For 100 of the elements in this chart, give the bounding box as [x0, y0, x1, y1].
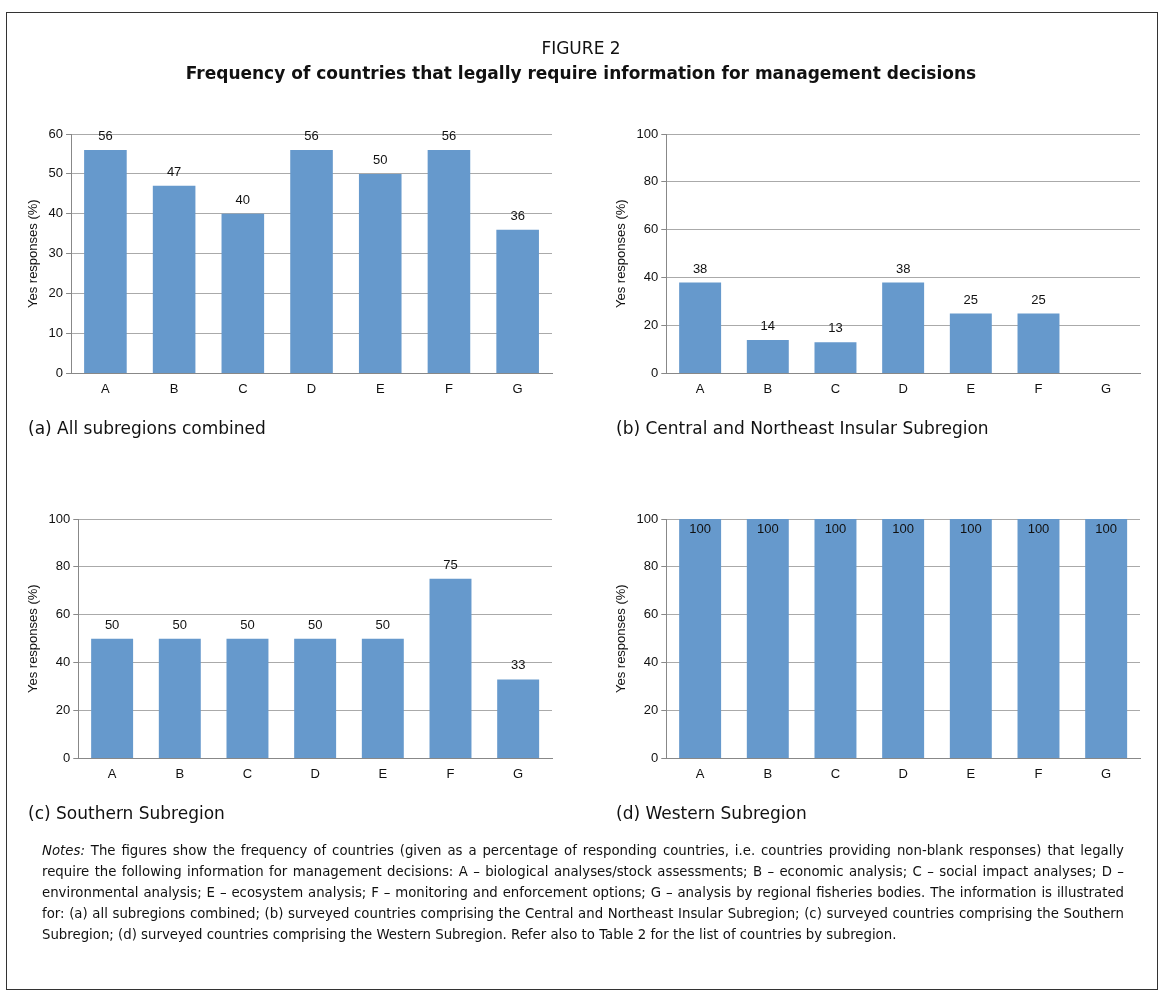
- y-tick-label: 50: [48, 165, 64, 181]
- bar: [814, 342, 857, 373]
- data-label: 56: [441, 128, 457, 144]
- bar: [361, 638, 404, 758]
- text: Frequency of countries that legally require information for management decisions: [184, 63, 978, 83]
- y-tick-label: 100: [636, 125, 659, 141]
- bar: [949, 313, 992, 373]
- bar: [1017, 313, 1060, 373]
- y-tick-label: 100: [48, 510, 71, 526]
- y-axis-title: Yes responses (%): [25, 199, 41, 309]
- bar: [221, 213, 265, 373]
- data-label: 100: [892, 521, 914, 537]
- y-tick-label: 80: [643, 558, 659, 574]
- text: (b) Central and Northeast Insular Subregion: [616, 418, 989, 438]
- y-axis-title: Yes responses (%): [25, 584, 41, 694]
- bar: [84, 149, 127, 373]
- data-label: 50: [375, 616, 391, 632]
- y-tick-label: 40: [643, 654, 659, 670]
- data-label: 13: [828, 320, 843, 336]
- y-tick-label: 100: [636, 510, 659, 526]
- x-tick-label: F: [446, 765, 455, 781]
- y-tick-label: 60: [643, 606, 659, 622]
- bar: [152, 185, 196, 373]
- y-tick-label: 20: [643, 317, 659, 333]
- data-label: 100: [824, 521, 847, 537]
- bar: [294, 638, 337, 758]
- x-tick-label: C: [238, 380, 248, 396]
- data-label: 25: [1031, 291, 1046, 307]
- data-label: 14: [760, 317, 776, 333]
- data-label: 40: [235, 191, 251, 207]
- y-tick-label: 0: [55, 364, 64, 380]
- data-label: 25: [963, 291, 979, 307]
- bar: [497, 679, 540, 758]
- bar: [882, 282, 925, 373]
- x-tick-label: C: [242, 765, 253, 781]
- x-tick-label: B: [763, 380, 773, 396]
- bar: [427, 149, 471, 373]
- bar: [91, 638, 134, 758]
- bar: [679, 282, 722, 373]
- y-tick-label: 40: [643, 269, 659, 285]
- y-axis-title: Yes responses (%): [613, 199, 629, 309]
- x-tick-label: G: [1101, 380, 1112, 396]
- data-label: 100: [959, 521, 982, 537]
- text: (d) Western Subregion: [616, 803, 807, 823]
- y-tick-label: 60: [643, 221, 659, 237]
- x-tick-label: C: [830, 380, 841, 396]
- x-tick-label: A: [695, 380, 705, 396]
- x-tick-label: D: [898, 380, 908, 396]
- x-tick-label: F: [1034, 765, 1043, 781]
- y-tick-label: 30: [48, 245, 64, 261]
- y-tick-label: 0: [651, 749, 659, 765]
- x-tick-label: A: [101, 380, 111, 396]
- data-label: 56: [304, 128, 319, 144]
- x-tick-label: B: [175, 765, 185, 781]
- data-label: 100: [1095, 521, 1118, 537]
- y-tick-label: 60: [48, 125, 64, 141]
- y-tick-label: 40: [48, 205, 64, 221]
- data-label: 50: [172, 616, 188, 632]
- x-tick-label: D: [306, 380, 317, 396]
- y-tick-label: 20: [643, 702, 659, 718]
- y-axis-title: Yes responses (%): [613, 584, 629, 694]
- text: (a) All subregions combined: [28, 418, 266, 438]
- y-tick-label: 20: [55, 702, 71, 718]
- data-label: 50: [373, 151, 388, 167]
- x-tick-label: B: [169, 380, 179, 396]
- y-tick-label: 80: [55, 558, 71, 574]
- x-tick-label: C: [830, 765, 841, 781]
- data-label: 50: [307, 616, 323, 632]
- y-tick-label: 20: [48, 285, 64, 301]
- x-tick-label: A: [107, 765, 117, 781]
- data-label: 50: [240, 616, 255, 632]
- x-tick-label: B: [763, 765, 773, 781]
- data-label: 100: [756, 521, 779, 537]
- y-tick-label: 80: [643, 173, 659, 189]
- bar: [358, 173, 402, 373]
- bar: [226, 638, 269, 758]
- caption: FIGURE 2: [540, 38, 622, 58]
- x-tick-label: A: [695, 765, 705, 781]
- x-tick-label: F: [444, 380, 453, 396]
- bar: [290, 149, 333, 373]
- data-label: 47: [166, 163, 182, 179]
- x-tick-label: G: [1101, 765, 1112, 781]
- y-tick-label: 0: [651, 364, 659, 380]
- x-tick-label: E: [378, 765, 388, 781]
- x-tick-label: E: [966, 380, 976, 396]
- y-tick-label: 40: [55, 654, 71, 670]
- x-tick-label: G: [513, 765, 524, 781]
- x-tick-label: D: [898, 765, 908, 781]
- text: (c) Southern Subregion: [28, 803, 225, 823]
- bar: [496, 229, 539, 373]
- data-label: 36: [510, 207, 525, 223]
- text: Notes: The figures show the frequency of countries (given as a percentage of responding countries, i.e. countries providing non-blank responses) that legally require the following information for management decisions: A – biological analyses/stock assessments; B – economic analysis; C – social impact analyses; D – environmental analysis; E – ecosystem analysis; F – monitoring and enforcement options; G – analysis by regional fisheries bodies. The information is illustrated for: (a) all subregions combined; (b) surveyed countries comprising the Central and Northeast Insular Subregion; (c) surveyed countries comprising the Southern Subregion; (d) surveyed countries comprising the Western Subregion. Refer also to Table 2 for the list of countries by subregion.: [42, 842, 1124, 944]
- data-label: 38: [692, 260, 708, 276]
- x-tick-label: E: [375, 380, 385, 396]
- bar: [429, 578, 472, 758]
- data-label: 33: [510, 657, 526, 673]
- y-tick-label: 10: [48, 325, 64, 341]
- y-tick-label: 0: [63, 749, 71, 765]
- x-tick-label: G: [512, 380, 523, 396]
- data-label: 56: [98, 128, 113, 144]
